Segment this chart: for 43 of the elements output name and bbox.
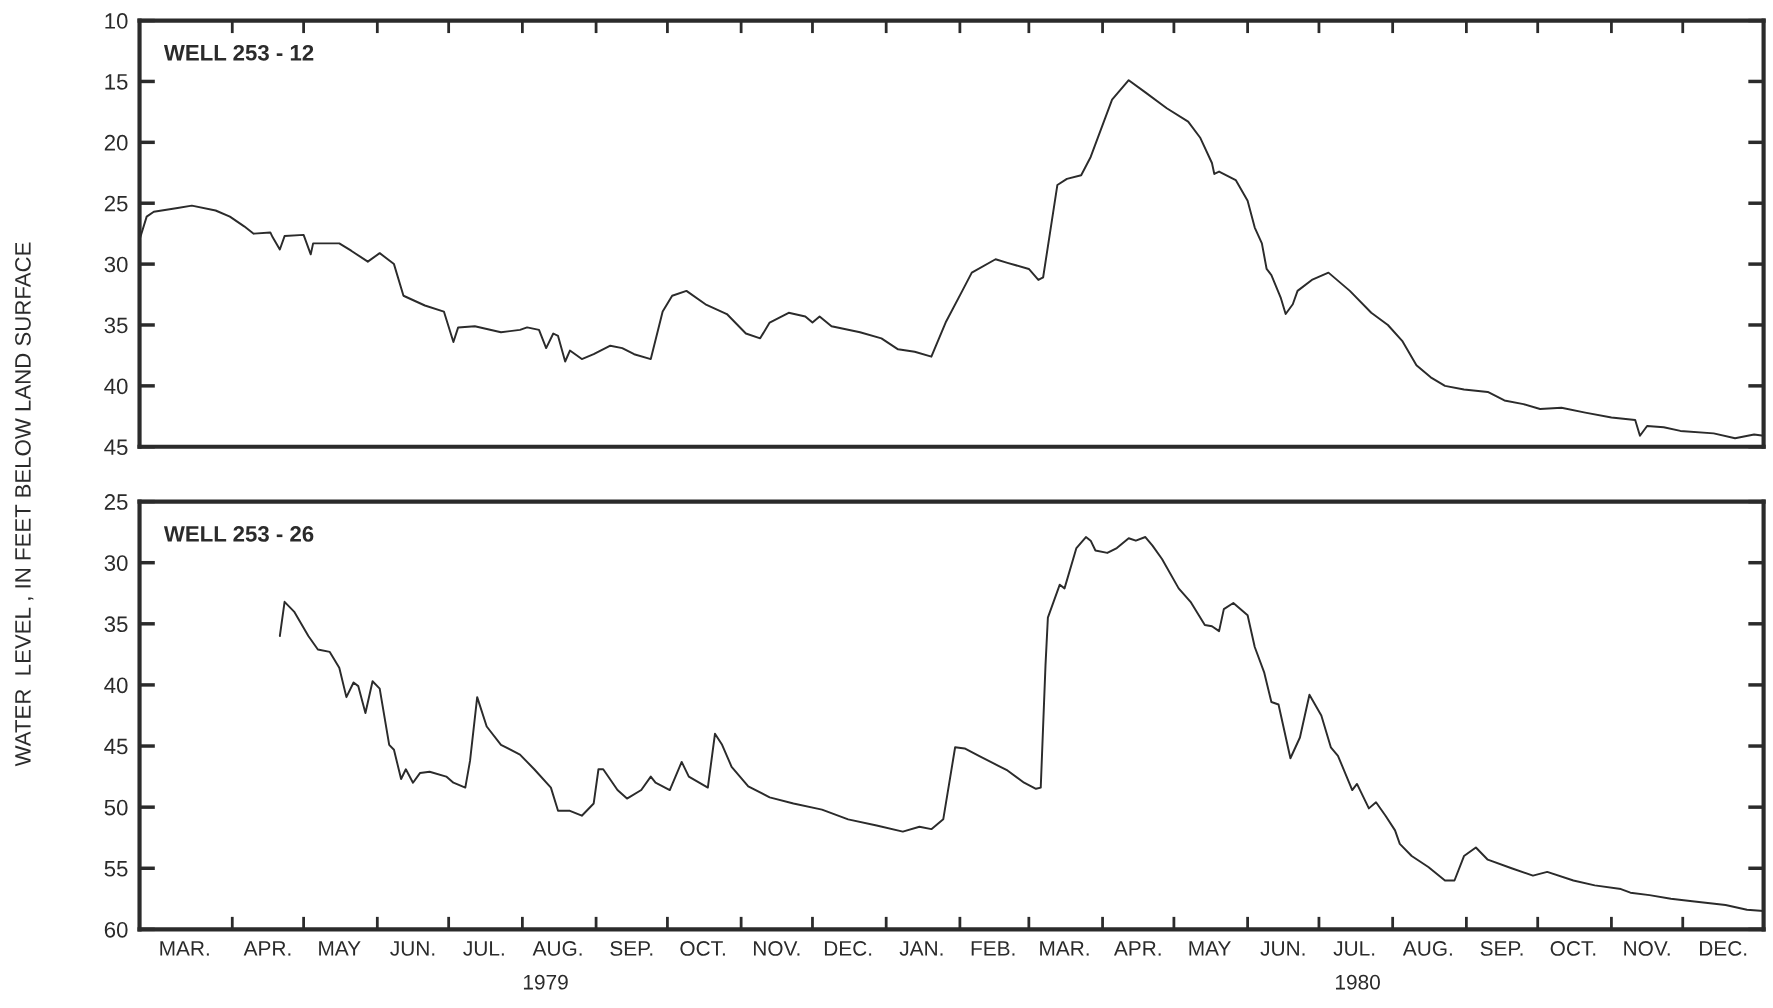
text: WELL 253 - 12 bbox=[163, 44, 314, 61]
y-tick-label: 55 bbox=[104, 861, 128, 877]
x-tick-label: MAR. bbox=[160, 941, 209, 956]
x-tick-label: APR. bbox=[243, 941, 291, 956]
x-tick-label: MAR. bbox=[1040, 941, 1089, 956]
y-tick-label: 10 bbox=[105, 13, 128, 29]
x-tick-label: AUG. bbox=[532, 941, 582, 956]
x-tick-label: JAN. bbox=[899, 941, 943, 956]
x-tick-label: DEC. bbox=[1700, 941, 1747, 956]
y-tick-label: 35 bbox=[104, 317, 128, 334]
x-tick-label: AUG. bbox=[1402, 941, 1452, 956]
y-tick-label: 25 bbox=[104, 195, 128, 212]
y-tick-label: 15 bbox=[105, 74, 128, 90]
x-tick-label: MAY bbox=[319, 941, 361, 956]
x-tick-label: SEP. bbox=[610, 941, 653, 956]
x-tick-label: JUL. bbox=[1333, 941, 1375, 956]
x-tick-label: DEC. bbox=[824, 941, 872, 956]
text: WELL 253 - 26 bbox=[163, 526, 314, 542]
x-tick-label: APR. bbox=[1113, 941, 1161, 956]
y-tick-label: 40 bbox=[104, 677, 128, 694]
x-tick-label: OCT. bbox=[680, 941, 725, 956]
y-tick-label: 45 bbox=[104, 439, 128, 456]
x-tick-label: MAY bbox=[1189, 941, 1231, 956]
y-tick-label: 60 bbox=[104, 921, 128, 938]
y-tick-label: 45 bbox=[104, 738, 128, 755]
y-tick-label: 30 bbox=[104, 256, 128, 273]
text: 1980 bbox=[1336, 974, 1380, 990]
y-tick-label: 40 bbox=[104, 378, 128, 395]
x-tick-label: FEB. bbox=[971, 941, 1015, 956]
x-tick-label: JUL. bbox=[463, 941, 504, 956]
x-tick-label: NOV. bbox=[1624, 941, 1670, 956]
y-tick-label: 50 bbox=[104, 799, 128, 816]
y-tick-label: 20 bbox=[104, 134, 128, 151]
x-tick-label: OCT. bbox=[1550, 941, 1596, 956]
y-tick-label: 30 bbox=[104, 555, 128, 571]
text: 1979 bbox=[523, 974, 568, 990]
x-tick-label: JUN. bbox=[1260, 941, 1305, 956]
x-tick-label: SEP. bbox=[1480, 941, 1523, 956]
x-tick-label: JUN. bbox=[390, 941, 435, 956]
y-axis-title: WATER LEVEL , IN FEET BELOW LAND SURFACE bbox=[15, 242, 34, 767]
x-tick-label: NOV. bbox=[753, 941, 800, 956]
y-tick-label: 25 bbox=[104, 494, 128, 510]
y-tick-label: 35 bbox=[104, 616, 128, 633]
